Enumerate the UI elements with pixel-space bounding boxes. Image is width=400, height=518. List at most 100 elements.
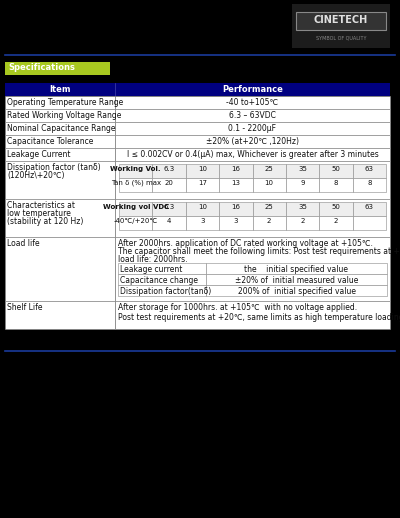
Bar	[5, 237, 115, 301]
Bar	[296, 12, 386, 30]
Text: 10: 10	[198, 204, 207, 210]
Text: Shelf Life: Shelf Life	[7, 303, 42, 312]
Text: 25: 25	[265, 166, 274, 172]
Text: ±20% of  initial measured value: ±20% of initial measured value	[235, 276, 358, 285]
Bar	[5, 83, 390, 96]
Text: Item: Item	[49, 85, 71, 94]
Bar	[115, 135, 390, 148]
Text: 17: 17	[198, 180, 207, 186]
Text: Rated Working Voltage Range: Rated Working Voltage Range	[7, 111, 121, 120]
Text: Working Vol.: Working Vol.	[110, 166, 161, 172]
Bar	[5, 301, 115, 329]
Bar	[152, 216, 186, 230]
Bar	[115, 301, 390, 329]
Text: After storage for 1000hrs. at +105℃  with no voltage applied.: After storage for 1000hrs. at +105℃ with…	[118, 303, 357, 312]
Text: ±20% (at+20℃ ,120Hz): ±20% (at+20℃ ,120Hz)	[206, 137, 299, 146]
Bar	[152, 164, 186, 178]
Bar	[186, 164, 219, 178]
Text: 35: 35	[298, 204, 307, 210]
Bar	[118, 263, 206, 274]
Bar	[252, 216, 286, 230]
Text: Dissipation factor(tanδ): Dissipation factor(tanδ)	[120, 287, 211, 296]
Text: the    initial specified value: the initial specified value	[244, 265, 348, 274]
Text: 63: 63	[365, 204, 374, 210]
Text: 20: 20	[165, 180, 174, 186]
Bar	[252, 202, 286, 216]
Bar	[118, 285, 206, 296]
Bar	[186, 216, 219, 230]
Bar	[186, 178, 219, 192]
Text: Load life: Load life	[7, 239, 40, 248]
Text: The capacitor shall meet the following limits: Post test requirements at +20℃,: The capacitor shall meet the following l…	[118, 247, 400, 256]
Text: 2: 2	[267, 218, 271, 224]
Bar	[319, 216, 353, 230]
Text: (120Hz\+20℃): (120Hz\+20℃)	[7, 171, 64, 180]
Bar	[252, 178, 286, 192]
Text: 200% of  initial specified value: 200% of initial specified value	[238, 287, 356, 296]
Text: 25: 25	[265, 204, 274, 210]
Text: 6.3: 6.3	[164, 204, 175, 210]
Bar	[5, 148, 115, 161]
Bar	[119, 178, 152, 192]
Text: Tan δ (%) max: Tan δ (%) max	[111, 180, 161, 186]
Bar	[286, 178, 319, 192]
Text: After 2000hrs. application of DC rated working voltage at +105℃.: After 2000hrs. application of DC rated w…	[118, 239, 373, 248]
Bar	[292, 4, 390, 48]
Bar	[206, 274, 387, 285]
Text: 50: 50	[332, 166, 340, 172]
Bar	[319, 178, 353, 192]
Bar	[5, 161, 115, 199]
Text: 4: 4	[167, 218, 171, 224]
Text: 3: 3	[234, 218, 238, 224]
Text: Specifications: Specifications	[8, 64, 75, 73]
Text: Nominal Capacitance Range: Nominal Capacitance Range	[7, 124, 116, 133]
Bar	[219, 164, 252, 178]
Bar	[119, 164, 152, 178]
Bar	[115, 199, 390, 237]
Text: 2: 2	[300, 218, 305, 224]
Bar	[286, 216, 319, 230]
Bar	[252, 164, 286, 178]
Text: Dissipation factor (tanδ): Dissipation factor (tanδ)	[7, 163, 101, 172]
Bar	[286, 202, 319, 216]
Text: Post test requirements at +20℃, same limits as high temperature loading.: Post test requirements at +20℃, same lim…	[118, 313, 400, 322]
Bar	[286, 164, 319, 178]
Bar	[353, 178, 386, 192]
Text: 6.3: 6.3	[164, 166, 175, 172]
Bar	[219, 202, 252, 216]
Text: 8: 8	[367, 180, 372, 186]
Bar	[115, 161, 390, 199]
Bar	[219, 178, 252, 192]
Bar	[353, 202, 386, 216]
Bar	[0, 0, 400, 50]
Text: (stability at 120 Hz): (stability at 120 Hz)	[7, 217, 83, 226]
Bar	[353, 164, 386, 178]
Bar	[5, 62, 110, 75]
Text: 2: 2	[334, 218, 338, 224]
Text: -40 to+105℃: -40 to+105℃	[226, 98, 278, 107]
Text: 0.1 - 2200μF: 0.1 - 2200μF	[228, 124, 276, 133]
Bar	[119, 216, 152, 230]
Bar	[5, 109, 115, 122]
Text: 10: 10	[198, 166, 207, 172]
Text: 13: 13	[231, 180, 240, 186]
Bar	[115, 122, 390, 135]
Text: 6.3 – 63VDC: 6.3 – 63VDC	[229, 111, 276, 120]
Bar	[319, 164, 353, 178]
Text: 50: 50	[332, 204, 340, 210]
Bar	[115, 148, 390, 161]
Text: Working vol VDC: Working vol VDC	[102, 204, 169, 210]
Bar	[152, 202, 186, 216]
Bar	[5, 199, 115, 237]
Text: Capacitance Tolerance: Capacitance Tolerance	[7, 137, 93, 146]
Text: 35: 35	[298, 166, 307, 172]
Text: I ≤ 0.002CV or 0.4(μA) max, Whichever is greater after 3 minutes: I ≤ 0.002CV or 0.4(μA) max, Whichever is…	[127, 150, 378, 159]
Text: Leakage Current: Leakage Current	[7, 150, 70, 159]
Text: 16: 16	[231, 166, 240, 172]
Text: 16: 16	[231, 204, 240, 210]
Bar	[5, 96, 115, 109]
Bar	[219, 216, 252, 230]
Bar	[5, 135, 115, 148]
Text: 3: 3	[200, 218, 205, 224]
Text: Characteristics at: Characteristics at	[7, 201, 75, 210]
